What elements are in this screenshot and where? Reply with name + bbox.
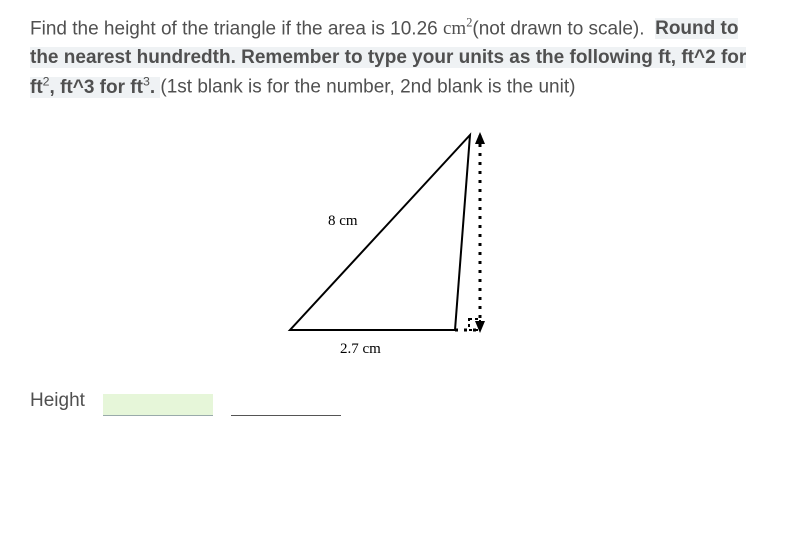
- triangle-svg: [270, 120, 530, 365]
- answer-row: Height: [30, 387, 770, 416]
- triangle-figure: 8 cm 2.7 cm: [270, 120, 530, 365]
- height-label: Height: [30, 387, 85, 416]
- arrow-top: [475, 132, 485, 144]
- height-value-blank[interactable]: [103, 394, 213, 416]
- q-mid: (not drawn to scale).: [472, 18, 644, 39]
- q-tail: (1st blank is for the number, 2nd blank …: [160, 77, 575, 98]
- base-label: 2.7 cm: [340, 338, 381, 361]
- triangle-shape: [290, 135, 470, 330]
- q-prefix: Find the height of the triangle if the a…: [30, 18, 438, 39]
- figure-container: 8 cm 2.7 cm: [30, 120, 770, 365]
- hypotenuse-label: 8 cm: [328, 210, 358, 233]
- question-text: Find the height of the triangle if the a…: [30, 14, 770, 102]
- area-unit: cm2: [443, 18, 472, 39]
- arrow-bottom: [475, 321, 485, 333]
- height-unit-blank[interactable]: [231, 398, 341, 416]
